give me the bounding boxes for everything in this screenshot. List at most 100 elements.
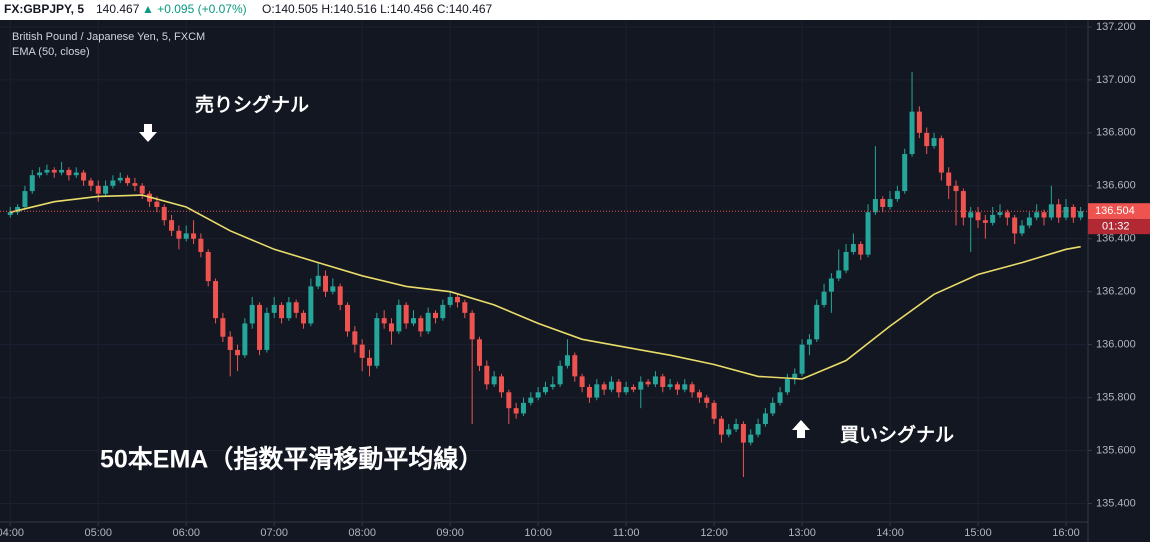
candle-body (279, 304, 285, 319)
candle-body (205, 251, 211, 282)
x-tick-label: 12:00 (700, 527, 728, 539)
candle-body (249, 304, 255, 324)
candle-body (513, 408, 519, 414)
candle-body (997, 212, 1003, 215)
candle-body (506, 392, 512, 409)
candle-body (154, 201, 160, 207)
candle-body (235, 349, 241, 356)
candle-body (828, 278, 834, 292)
candle-body (557, 365, 563, 385)
candle-body (953, 185, 959, 192)
candle-body (1004, 212, 1010, 218)
candle-body (110, 180, 116, 186)
x-tick-label: 04:00 (0, 527, 24, 539)
candle-body (183, 233, 189, 239)
candle-body (667, 384, 673, 387)
candle-body (682, 384, 688, 390)
candle-body (704, 397, 710, 403)
candle-body (660, 376, 666, 387)
candle-body (806, 339, 812, 345)
candle-body (139, 185, 145, 194)
candle-body (1012, 217, 1018, 234)
candle-body (103, 185, 109, 194)
candle-body (1034, 212, 1040, 218)
candle-body (894, 191, 900, 200)
candle-body (73, 172, 79, 176)
candle-body (15, 206, 21, 213)
candle-body (843, 251, 849, 271)
candle-body (586, 386, 592, 398)
candle-body (374, 318, 380, 366)
candle-body (440, 304, 446, 319)
candle-body (396, 304, 402, 332)
candle-body (784, 379, 790, 393)
candle-body (381, 318, 387, 324)
candle-body (198, 238, 204, 252)
ema-legend: EMA (50, close) (12, 46, 90, 58)
candle-body (777, 392, 783, 403)
ohlc: O:140.505 H:140.516 L:140.456 C:140.467 (262, 2, 493, 16)
x-tick-label: 09:00 (436, 527, 464, 539)
ema-line (10, 194, 1081, 380)
candle-body (960, 191, 966, 218)
candle-body (931, 138, 937, 147)
candle-body (821, 291, 827, 305)
candle-body (858, 244, 864, 255)
candle-body (1056, 204, 1062, 218)
candle-body (652, 376, 658, 385)
candle-body (66, 169, 72, 176)
candle-body (462, 302, 468, 313)
candle-body (484, 365, 490, 385)
candle-body (520, 402, 526, 414)
candle-body (264, 312, 270, 350)
candle-body (968, 212, 974, 218)
countdown-tag (1088, 219, 1150, 235)
candle-body (528, 397, 534, 403)
y-tick-label: 137.000 (1096, 74, 1136, 86)
candle-body (161, 206, 167, 221)
ema-annotation: 50本EMA（指数平滑移動平均線） (100, 445, 483, 474)
candle-body (132, 183, 138, 186)
candle-body (792, 373, 798, 380)
candle-body (594, 384, 600, 398)
candle-body (850, 244, 856, 252)
y-tick-label: 137.200 (1096, 21, 1136, 33)
candle-body (924, 132, 930, 147)
candle-body (469, 312, 475, 340)
candle-body (1070, 206, 1076, 218)
candle-body (726, 429, 732, 435)
candle-body (748, 434, 754, 443)
candle-body (220, 318, 226, 337)
candle-body (1078, 211, 1084, 218)
y-tick-label: 136.800 (1096, 127, 1136, 139)
candle-body (975, 212, 981, 221)
candle-body (887, 199, 893, 207)
y-tick-label: 135.600 (1096, 444, 1136, 456)
candle-body (865, 212, 871, 255)
y-tick-label: 136.200 (1096, 286, 1136, 298)
candle-body (410, 318, 416, 324)
candle-body (191, 233, 197, 239)
candle-body (498, 376, 504, 393)
candle-body (491, 376, 497, 385)
countdown: 01:32 (1102, 221, 1130, 233)
candle-body (689, 384, 695, 393)
candle-body (762, 413, 768, 425)
candle-body (389, 323, 395, 332)
candle-body (1026, 217, 1032, 226)
candle-body (902, 154, 908, 192)
candle-body (359, 344, 365, 358)
candle-body (799, 344, 805, 374)
candle-body (242, 323, 248, 356)
chart-title: British Pound / Japanese Yen, 5, FXCM (12, 31, 205, 43)
x-tick-label: 15:00 (964, 527, 992, 539)
candle-body (872, 199, 878, 213)
up-arrow (792, 420, 810, 438)
candle-body (117, 177, 123, 181)
x-tick-label: 07:00 (260, 527, 288, 539)
candle-body (938, 138, 944, 173)
candle-body (946, 172, 952, 186)
x-tick-label: 11:00 (613, 527, 640, 539)
candle-body (733, 424, 739, 430)
candle-body (418, 318, 424, 332)
